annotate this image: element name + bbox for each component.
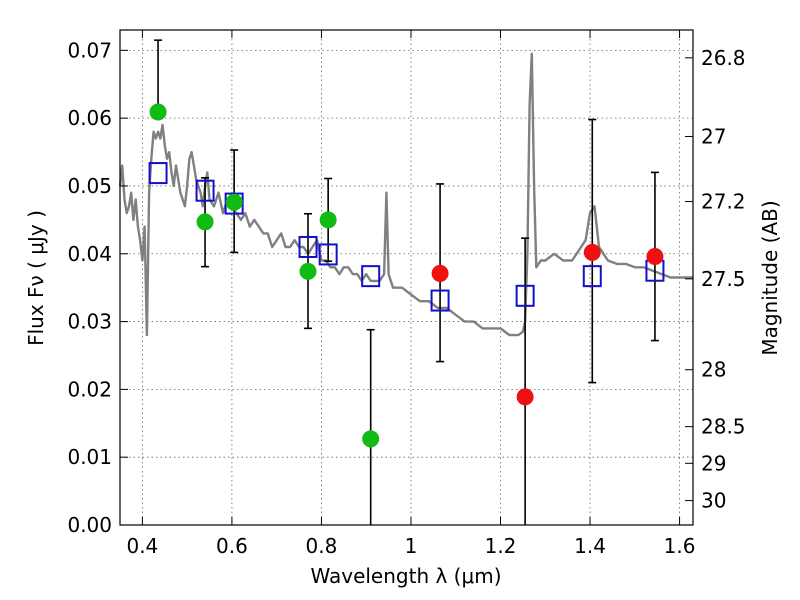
y-tick-label: 0.00 <box>67 513 112 537</box>
plot-frame <box>119 29 694 526</box>
y-axis: 0.00 0.01 0.02 0.03 0.04 0.05 0.06 0.07 <box>67 38 128 537</box>
x-tick-label: 1.2 <box>485 534 517 558</box>
data-point <box>225 193 243 211</box>
x-axis: 0.4 0.6 0.8 1 1.2 1.4 1.6 <box>126 30 695 558</box>
y2-tick-label: 28 <box>701 358 726 382</box>
model-box <box>582 265 602 288</box>
y2-tick-label: 27.5 <box>701 267 746 291</box>
data-point <box>362 430 380 448</box>
y-tick-label: 0.04 <box>67 242 112 266</box>
x-axis-title: Wavelength λ (μm) <box>310 564 501 588</box>
y-tick-label: 0.01 <box>67 445 112 469</box>
spectrum-layer <box>118 52 693 337</box>
y2-tick-label: 29 <box>701 451 726 475</box>
data-point <box>196 213 214 231</box>
y2-tick-label: 26.8 <box>701 46 746 70</box>
y2-axis: 26.8 27 27.2 27.5 28 28.5 29 30 <box>685 46 746 513</box>
y2-axis-title: Magnitude (AB) <box>758 200 782 355</box>
data-point <box>299 262 317 280</box>
x-tick-label: 1.6 <box>664 534 696 558</box>
y2-tick-label: 27.2 <box>701 190 746 214</box>
data-point <box>646 247 664 265</box>
model-box <box>224 192 244 215</box>
model-box <box>430 289 450 312</box>
x-tick-label: 0.6 <box>216 534 248 558</box>
model-box <box>195 179 215 202</box>
model-box <box>298 235 318 258</box>
y2-tick-label: 30 <box>701 489 726 513</box>
y-tick-label: 0.06 <box>67 106 112 130</box>
y-tick-label: 0.03 <box>67 310 112 334</box>
data-point <box>149 103 167 121</box>
data-point <box>516 388 534 406</box>
data-point <box>319 211 337 229</box>
model-box <box>318 243 338 266</box>
y-axis-title: Flux Fν ( μJy ) <box>24 210 48 346</box>
model-box-layer <box>148 162 665 312</box>
data-point <box>583 243 601 261</box>
model-box <box>515 284 535 307</box>
y-tick-label: 0.05 <box>67 174 112 198</box>
x-tick-label: 0.4 <box>126 534 158 558</box>
model-spectrum-line <box>118 52 693 337</box>
y2-tick-label: 28.5 <box>701 415 746 439</box>
model-box <box>361 265 381 288</box>
model-box <box>148 162 168 185</box>
x-tick-label: 1.4 <box>574 534 606 558</box>
y-tick-label: 0.07 <box>67 38 112 62</box>
data-point-layer <box>149 103 664 448</box>
y-tick-label: 0.02 <box>67 377 112 401</box>
data-point <box>431 264 449 282</box>
x-tick-label: 1 <box>405 534 418 558</box>
y2-tick-label: 27 <box>701 124 726 148</box>
x-tick-label: 0.8 <box>306 534 338 558</box>
